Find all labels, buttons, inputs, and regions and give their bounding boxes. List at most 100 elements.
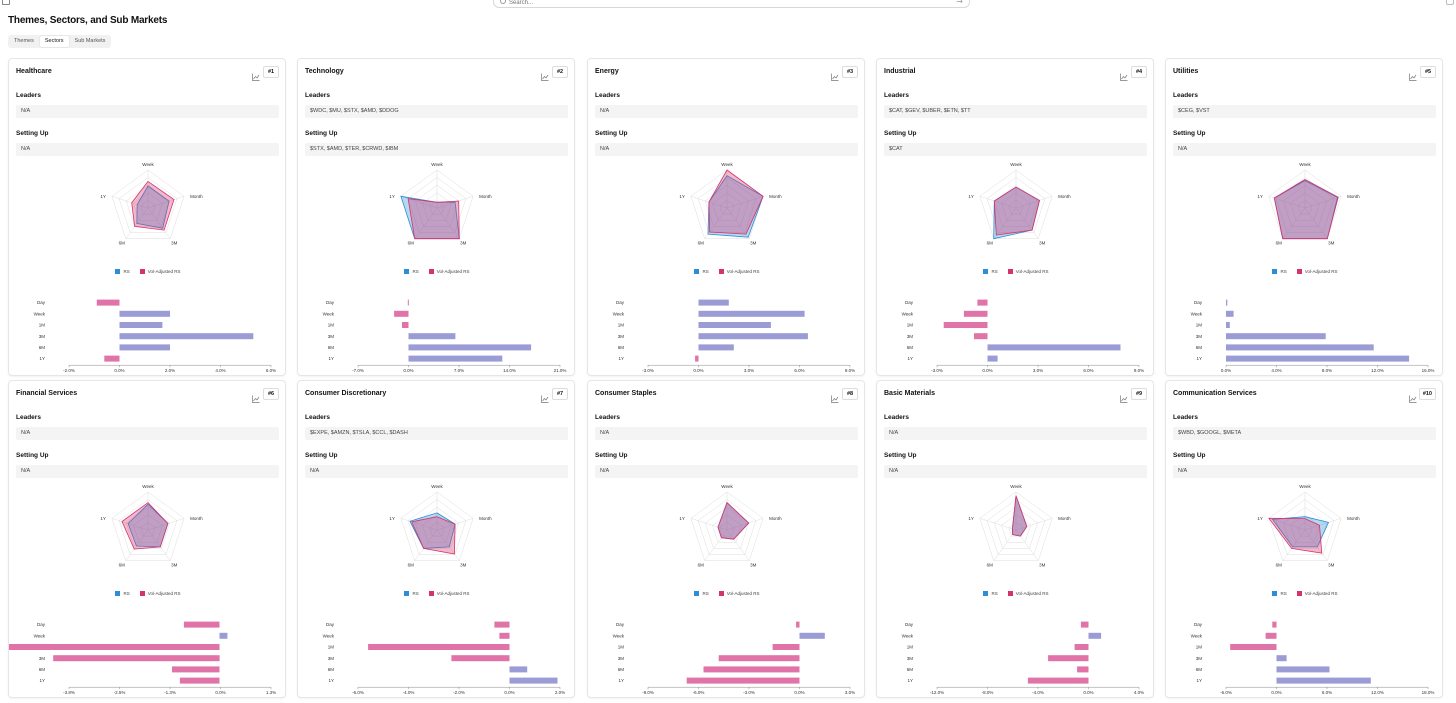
line-chart-icon[interactable] bbox=[1409, 390, 1417, 403]
bar[interactable] bbox=[963, 310, 988, 317]
bar[interactable] bbox=[1077, 666, 1089, 673]
tab-sectors[interactable]: Sectors bbox=[39, 36, 69, 47]
line-chart-icon[interactable] bbox=[831, 68, 839, 81]
legend-item-rs[interactable]: RS bbox=[115, 266, 130, 276]
bar[interactable] bbox=[494, 621, 510, 628]
legend-item-rs[interactable]: RS bbox=[694, 266, 709, 276]
legend-item-rs[interactable]: RS bbox=[404, 588, 419, 598]
bar[interactable] bbox=[698, 299, 729, 306]
line-chart-icon[interactable] bbox=[541, 390, 549, 403]
bar[interactable] bbox=[408, 355, 503, 362]
bar[interactable] bbox=[1226, 355, 1410, 362]
bar[interactable] bbox=[1276, 655, 1287, 662]
bar[interactable] bbox=[1088, 632, 1102, 639]
bar[interactable] bbox=[772, 644, 800, 650]
legend-item-vol-adjusted[interactable]: Vol-Adjusted RS bbox=[428, 266, 470, 276]
bar[interactable] bbox=[96, 299, 120, 306]
bar[interactable] bbox=[104, 355, 120, 362]
bar[interactable] bbox=[1, 644, 220, 650]
bar[interactable] bbox=[119, 333, 254, 340]
tab-sub-markets[interactable]: Sub Markets bbox=[74, 38, 106, 44]
bar[interactable] bbox=[499, 632, 510, 639]
legend-item-rs[interactable]: RS bbox=[1272, 588, 1287, 598]
sidebar-toggle-icon[interactable] bbox=[2, 0, 10, 5]
legend-item-vol-adjusted[interactable]: Vol-Adjusted RS bbox=[1007, 588, 1049, 598]
bar[interactable] bbox=[698, 310, 805, 317]
bar[interactable] bbox=[408, 344, 532, 351]
bar[interactable] bbox=[408, 333, 456, 340]
line-chart-icon[interactable] bbox=[1120, 390, 1128, 403]
search-bar[interactable]: → bbox=[493, 0, 970, 8]
bar[interactable] bbox=[1226, 299, 1228, 306]
panel-toggle-icon[interactable] bbox=[1446, 0, 1454, 5]
bar[interactable] bbox=[1226, 344, 1374, 351]
bar[interactable] bbox=[1265, 632, 1277, 639]
bar[interactable] bbox=[695, 355, 699, 362]
bar[interactable] bbox=[698, 322, 771, 328]
bar[interactable] bbox=[987, 344, 1121, 351]
search-input[interactable] bbox=[509, 0, 929, 8]
bar[interactable] bbox=[703, 666, 800, 673]
legend-item-rs[interactable]: RS bbox=[115, 588, 130, 598]
legend-item-rs[interactable]: RS bbox=[1272, 266, 1287, 276]
line-chart-icon[interactable] bbox=[541, 68, 549, 81]
bar[interactable] bbox=[119, 310, 171, 317]
bar[interactable] bbox=[1048, 655, 1089, 662]
bar[interactable] bbox=[1276, 666, 1330, 673]
legend-item-rs[interactable]: RS bbox=[404, 266, 419, 276]
bar[interactable] bbox=[1027, 677, 1089, 684]
bar[interactable] bbox=[509, 677, 558, 684]
bar[interactable] bbox=[451, 655, 510, 662]
legend-item-vol-adjusted[interactable]: Vol-Adjusted RS bbox=[1007, 266, 1049, 276]
bar[interactable] bbox=[796, 621, 800, 628]
line-chart-icon[interactable] bbox=[1409, 68, 1417, 81]
bar[interactable] bbox=[974, 333, 988, 340]
bar[interactable] bbox=[977, 299, 988, 306]
bar[interactable] bbox=[987, 355, 998, 362]
legend-item-rs[interactable]: RS bbox=[983, 588, 998, 598]
bar[interactable] bbox=[368, 644, 510, 650]
legend-item-vol-adjusted[interactable]: Vol-Adjusted RS bbox=[1296, 266, 1338, 276]
bar[interactable] bbox=[943, 322, 988, 328]
tab-themes[interactable]: Themes bbox=[14, 38, 34, 44]
bar[interactable] bbox=[1080, 621, 1089, 628]
bar[interactable] bbox=[509, 666, 528, 673]
bar[interactable] bbox=[1074, 644, 1089, 650]
bar[interactable] bbox=[407, 299, 409, 306]
bar[interactable] bbox=[1226, 322, 1230, 328]
bar[interactable] bbox=[1272, 621, 1277, 628]
legend-item-vol-adjusted[interactable]: Vol-Adjusted RS bbox=[1296, 588, 1338, 598]
legend-item-vol-adjusted[interactable]: Vol-Adjusted RS bbox=[428, 588, 470, 598]
bar[interactable] bbox=[1230, 644, 1277, 650]
bar[interactable] bbox=[119, 344, 171, 351]
bar[interactable] bbox=[53, 655, 220, 662]
legend-item-vol-adjusted[interactable]: Vol-Adjusted RS bbox=[139, 588, 181, 598]
bar[interactable] bbox=[1226, 333, 1326, 340]
bar[interactable] bbox=[698, 344, 734, 351]
enter-arrow-icon[interactable]: → bbox=[956, 0, 963, 6]
bar[interactable] bbox=[718, 655, 800, 662]
bar[interactable] bbox=[1276, 677, 1371, 684]
bar[interactable] bbox=[1226, 310, 1234, 317]
bar[interactable] bbox=[183, 621, 220, 628]
legend-item-vol-adjusted[interactable]: Vol-Adjusted RS bbox=[718, 266, 760, 276]
bar[interactable] bbox=[172, 666, 220, 673]
sector-title: Technology bbox=[305, 68, 344, 75]
line-chart-icon[interactable] bbox=[831, 390, 839, 403]
bar[interactable] bbox=[698, 333, 808, 340]
legend-item-vol-adjusted[interactable]: Vol-Adjusted RS bbox=[139, 266, 181, 276]
legend-item-rs[interactable]: RS bbox=[694, 588, 709, 598]
legend-swatch-vol-adjusted bbox=[139, 590, 145, 596]
bar[interactable] bbox=[179, 677, 220, 684]
legend-item-rs[interactable]: RS bbox=[983, 266, 998, 276]
bar[interactable] bbox=[219, 632, 228, 639]
bar[interactable] bbox=[394, 310, 409, 317]
bar[interactable] bbox=[686, 677, 800, 684]
bar[interactable] bbox=[119, 322, 163, 328]
legend-item-vol-adjusted[interactable]: Vol-Adjusted RS bbox=[718, 588, 760, 598]
line-chart-icon[interactable] bbox=[1120, 68, 1128, 81]
line-chart-icon[interactable] bbox=[252, 68, 260, 81]
line-chart-icon[interactable] bbox=[252, 390, 260, 403]
bar[interactable] bbox=[799, 632, 825, 639]
bar[interactable] bbox=[402, 322, 409, 328]
